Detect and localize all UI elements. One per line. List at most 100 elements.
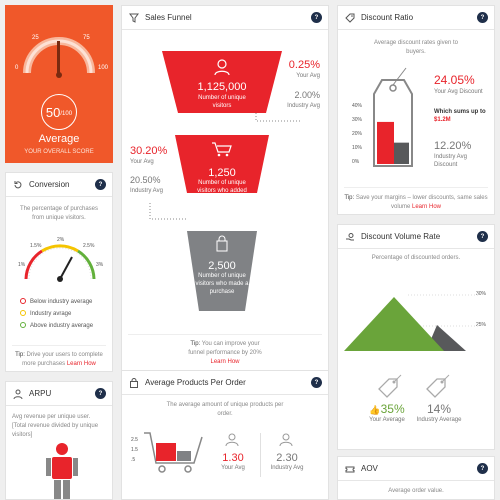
avg-products-ind-label: Industry Avg bbox=[270, 465, 304, 471]
connector-1 bbox=[255, 113, 302, 122]
ratio-tick-40: 40% bbox=[352, 103, 363, 109]
conversion-tick-3: 2.5% bbox=[83, 243, 95, 249]
sales-funnel-card: Sales Funnel ? 1,125,000 Number of uniqu… bbox=[121, 5, 329, 372]
discount-your-pct: 24.05% bbox=[434, 73, 475, 87]
aov-desc: Average order value. bbox=[388, 488, 444, 494]
discount-ind-bar bbox=[394, 142, 409, 164]
stat-divider bbox=[260, 433, 261, 477]
conversion-tick-1: 1.5% bbox=[30, 243, 42, 249]
avg-products-ind-value: 2.30 bbox=[276, 452, 298, 464]
discount-ind-label: Industry Avg Discount bbox=[434, 154, 467, 168]
shopping-bag-icon bbox=[128, 377, 140, 389]
cart-tick-2: 1.5 bbox=[131, 447, 138, 453]
discount-sums-value: $1.2M bbox=[434, 117, 451, 123]
conversion-tip: Tip: Drive your users to complete more p… bbox=[12, 345, 106, 369]
score-max: 100 bbox=[98, 65, 109, 71]
score-suffix: /100 bbox=[60, 111, 73, 117]
discount-volume-title: Discount Volume Rate bbox=[361, 232, 441, 241]
legend-item-industry: Industry avrage bbox=[20, 308, 93, 320]
score-circle: 50/100 bbox=[41, 94, 77, 130]
tag-icon bbox=[344, 12, 356, 24]
help-icon[interactable]: ? bbox=[477, 231, 488, 242]
conversion-card: Conversion ? The percentage of purchases… bbox=[5, 172, 113, 372]
step1-ind-label: Industry Avg bbox=[287, 103, 320, 109]
sales-funnel-title: Sales Funnel bbox=[145, 13, 192, 22]
legend-item-above: Above industry average bbox=[20, 320, 93, 332]
funnel-step-1 bbox=[162, 51, 282, 113]
step3-label: Number of unique visitors who made a pur… bbox=[195, 273, 249, 295]
ratio-tick-20: 20% bbox=[352, 131, 363, 137]
step2-label: Number of unique visitors who added prod… bbox=[197, 180, 247, 202]
step1-ind-pct: 2.00% bbox=[294, 90, 320, 100]
avg-products-header: Average Products Per Order ? bbox=[122, 371, 328, 395]
funnel-step-2 bbox=[175, 135, 269, 193]
help-icon[interactable]: ? bbox=[311, 12, 322, 23]
learn-how-link[interactable]: Learn How bbox=[210, 359, 240, 365]
arpu-header: ARPU ? bbox=[6, 382, 112, 406]
thumbs-up-icon: 👍 bbox=[369, 405, 381, 415]
refresh-icon bbox=[12, 179, 24, 191]
cart-your-bar bbox=[156, 443, 176, 461]
discount-ind-pct: 12.20% bbox=[434, 140, 472, 152]
person-figure bbox=[46, 443, 78, 499]
discount-ratio-title: Discount Ratio bbox=[361, 13, 414, 22]
volume-mountain-chart bbox=[344, 294, 478, 351]
avg-products-title: Average Products Per Order bbox=[145, 378, 246, 387]
legend-item-below: Below industry average bbox=[20, 296, 93, 308]
volume-tick-30: 30% bbox=[475, 291, 486, 297]
filter-icon bbox=[128, 12, 140, 24]
discount-ratio-tip: Tip: Save your margins – lower discounts… bbox=[344, 187, 488, 212]
step2-your-label: Your Avg bbox=[130, 159, 154, 165]
help-icon[interactable]: ? bbox=[95, 388, 106, 399]
conversion-desc: The percentage of purchases from unique … bbox=[19, 206, 99, 221]
step2-ind-label: Industry Avg bbox=[130, 188, 163, 194]
conversion-gauge bbox=[24, 244, 96, 282]
discount-volume-desc: Percentage of discounted orders. bbox=[371, 255, 461, 261]
volume-your-area bbox=[344, 297, 444, 351]
price-tag-chart bbox=[373, 67, 413, 167]
arpu-title: ARPU bbox=[29, 389, 52, 398]
conversion-tick-4: 1% bbox=[18, 262, 26, 268]
cart-tick-1: 2.5 bbox=[131, 437, 138, 443]
step2-your-pct: 30.20% bbox=[130, 145, 168, 157]
step3-value: 2,500 bbox=[208, 260, 236, 272]
conversion-title: Conversion bbox=[29, 180, 70, 189]
ratio-tick-10: 10% bbox=[352, 145, 363, 151]
conversion-tick-2: 2% bbox=[57, 237, 65, 243]
discount-volume-header: Discount Volume Rate ? bbox=[338, 225, 494, 249]
volume-ind-label: Industry Average bbox=[416, 417, 462, 423]
hand-coins-icon bbox=[344, 231, 356, 243]
step1-your-pct: 0.25% bbox=[288, 59, 320, 71]
funnel-tip: Tip: You can improve your funnel perform… bbox=[188, 341, 262, 365]
ratio-tick-30: 30% bbox=[352, 117, 363, 123]
help-icon[interactable]: ? bbox=[477, 463, 488, 474]
discount-ratio-card: Discount Ratio ? Average discount rates … bbox=[337, 5, 495, 215]
volume-tick-25: 25% bbox=[475, 322, 486, 328]
score-gauge bbox=[23, 37, 95, 78]
score-q1: 25 bbox=[32, 35, 39, 41]
help-icon[interactable]: ? bbox=[477, 12, 488, 23]
conversion-needle bbox=[59, 256, 73, 280]
discount-your-bar bbox=[377, 121, 394, 164]
volume-your-pct: 👍35% bbox=[369, 402, 405, 416]
arpu-card: ARPU ? Avg revenue per unique user. [Tot… bbox=[5, 381, 113, 500]
avg-products-your-value: 1.30 bbox=[222, 452, 244, 464]
discount-sums-label: Which sums up to $1.2M bbox=[434, 109, 486, 123]
learn-how-link[interactable]: Learn How bbox=[412, 204, 442, 210]
connector-2 bbox=[149, 203, 188, 220]
tag-icon bbox=[378, 374, 402, 398]
step1-label: Number of unique visitors bbox=[198, 95, 246, 109]
discount-ratio-header: Discount Ratio ? bbox=[338, 6, 494, 30]
user-icon bbox=[12, 388, 24, 400]
learn-how-link[interactable]: Learn How bbox=[66, 361, 96, 367]
users-icon bbox=[279, 433, 293, 447]
discount-ratio-desc: Average discount rates given to buyers. bbox=[374, 40, 458, 55]
help-icon[interactable]: ? bbox=[95, 179, 106, 190]
score-label: Average bbox=[38, 133, 80, 145]
step1-your-label: Your Avg bbox=[296, 73, 320, 79]
discount-volume-card: Discount Volume Rate ? Percentage of dis… bbox=[337, 224, 495, 450]
conversion-header: Conversion ? bbox=[6, 173, 112, 197]
avg-products-your-label: Your Avg bbox=[221, 465, 245, 471]
help-icon[interactable]: ? bbox=[311, 377, 322, 388]
conversion-tick-5: 3% bbox=[96, 262, 104, 268]
